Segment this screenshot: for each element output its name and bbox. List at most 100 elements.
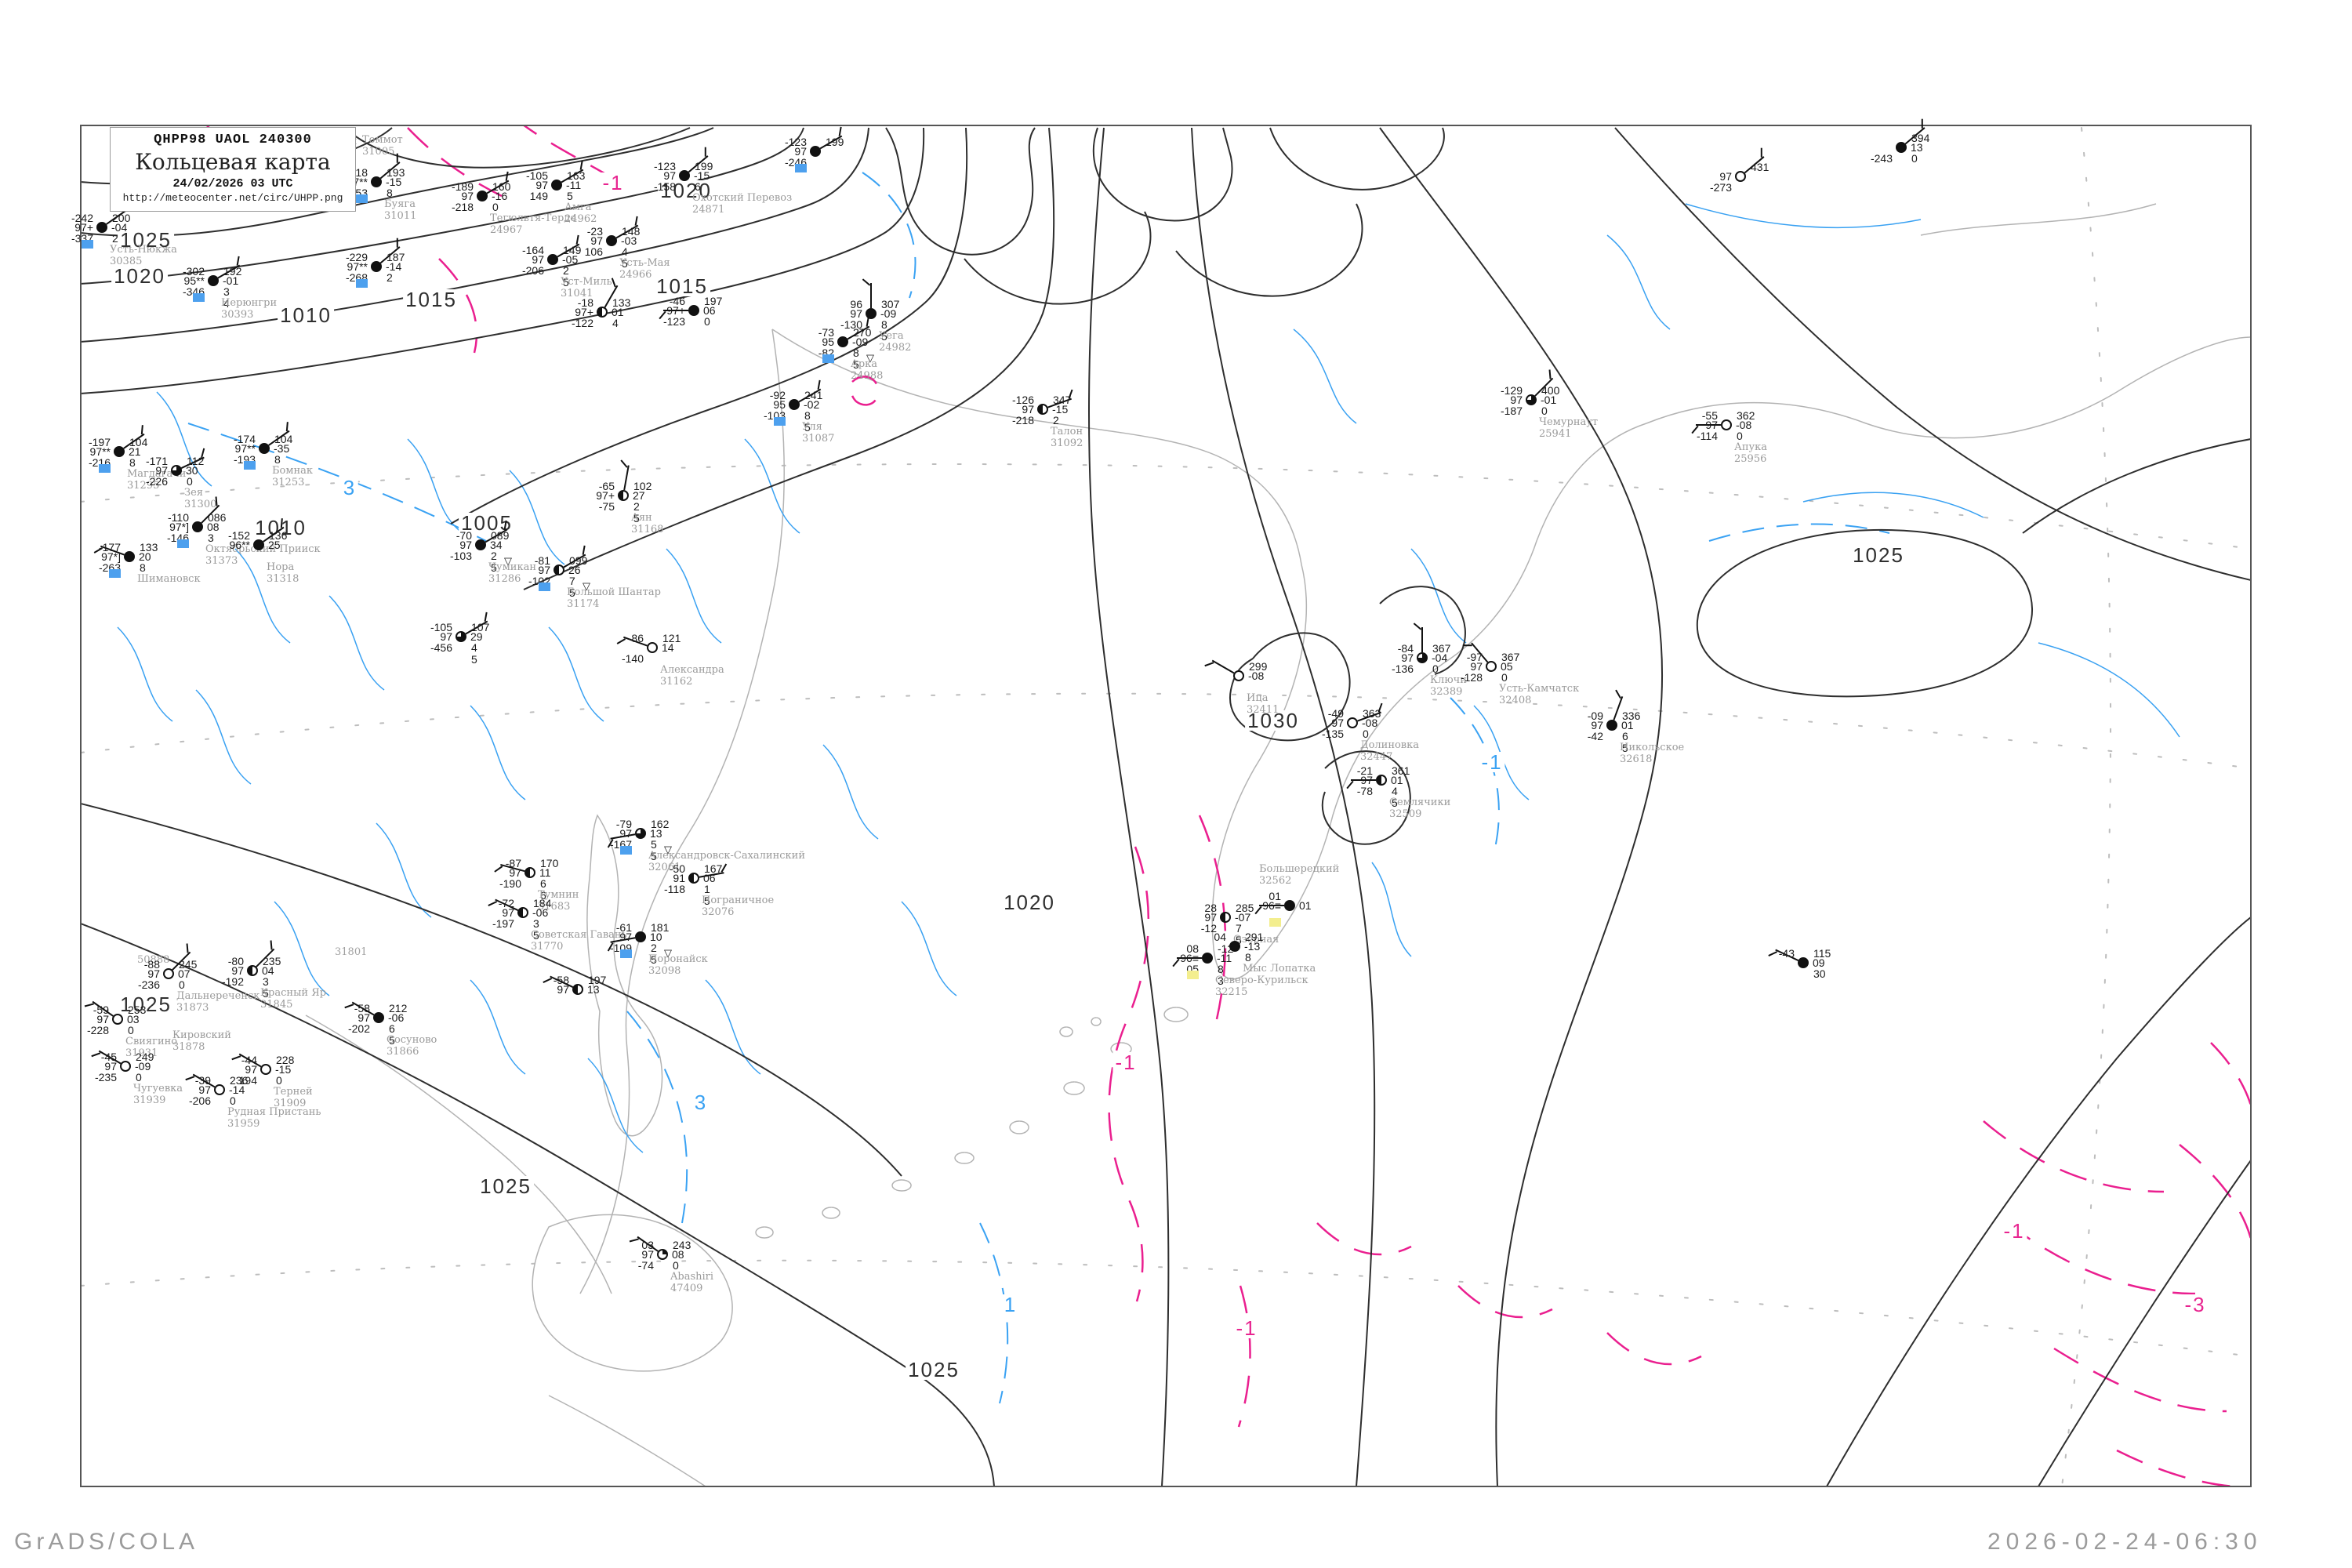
station-temperature: -70 <box>456 529 472 542</box>
station-code-1: 2 <box>563 264 569 277</box>
station-visibility-weather: 97 <box>850 307 862 320</box>
station-visibility-weather: 97 <box>440 630 452 643</box>
station-code-1: 0 <box>230 1094 236 1107</box>
station-pressure-tendency: 11 <box>539 866 551 879</box>
station-temperature: -81 <box>534 554 550 567</box>
station-temperature: 04 <box>1214 931 1226 943</box>
station-visibility-weather: 97 <box>590 234 603 247</box>
station-temperature: -123 <box>784 136 807 148</box>
station-temperature: -55 <box>1701 409 1718 422</box>
isobar-label: 1015 <box>654 276 710 296</box>
station-visibility-weather: 96≡ <box>1262 899 1281 912</box>
station-pressure: 197 <box>704 295 723 307</box>
station-code-1: 0 <box>179 978 185 991</box>
isotherm-label: -1 <box>1479 752 1505 772</box>
station-code-1: 0 <box>1432 662 1439 675</box>
station-code-2: 5 <box>804 421 811 434</box>
station-visibility-weather: 97+ <box>666 304 685 317</box>
station-name-id: Северо-Курильск 32215 <box>1215 975 1308 998</box>
station-temperature: -302 <box>182 265 205 278</box>
station-pressure-tendency: -02 <box>804 398 820 411</box>
station-pressure-tendency: 34 <box>490 539 503 551</box>
cloud-cover-icon <box>1229 941 1240 952</box>
station-pressure-tendency: 25 <box>268 539 281 551</box>
station-code-1: 8 <box>804 409 811 422</box>
station-name-id: Бомнак 31253 <box>272 465 314 488</box>
station-pressure: 249 <box>136 1051 154 1063</box>
station-pressure-tendency: 08 <box>672 1248 684 1261</box>
station-pressure: 363 <box>1363 707 1381 720</box>
station-dewpoint: -114 <box>1697 430 1718 442</box>
station-dewpoint: -226 <box>145 475 168 488</box>
station-pressure: 243 <box>673 1239 691 1251</box>
snow-cover-marker <box>244 461 256 470</box>
station-pressure: 192 <box>223 265 242 278</box>
station-temperature: -129 <box>1500 384 1523 397</box>
station-temperature: -87 <box>505 857 521 869</box>
station-visibility-weather: 97 <box>1022 403 1034 416</box>
station-dewpoint: -243 <box>1870 152 1893 165</box>
station-pressure-tendency: -09 <box>852 336 869 348</box>
station-pressure-tendency: -08 <box>1248 670 1265 682</box>
station-name-id: Усть-Нюкжа 30385 <box>110 244 177 267</box>
station-dewpoint: -130 <box>840 318 862 331</box>
station-dewpoint: -218 <box>451 201 474 213</box>
shower-symbol-icon: ▽ <box>866 352 874 364</box>
station-dewpoint: -218 <box>1011 414 1034 426</box>
station-pressure: 245 <box>179 958 198 971</box>
station-code-1: 8 <box>1218 963 1224 975</box>
station-pressure: 212 <box>389 1002 408 1014</box>
graticule-lines <box>82 127 2250 1486</box>
station-dewpoint: -136 <box>1391 662 1414 675</box>
station-temperature: -45 <box>100 1051 117 1063</box>
station-code-2: 5 <box>633 512 640 524</box>
snow-cover-marker <box>1269 918 1281 927</box>
station-pressure-tendency: 30 <box>186 464 198 477</box>
station-visibility-weather: 97 <box>198 1083 211 1096</box>
cloud-cover-icon <box>475 539 486 550</box>
snow-cover-marker <box>620 846 632 855</box>
station-code-1: 6 <box>389 1022 395 1035</box>
cloud-cover-icon <box>1202 953 1213 964</box>
station-name-id: Талон 31092 <box>1051 426 1083 449</box>
isotherm-label: 3 <box>340 477 359 498</box>
station-code-1: 8 <box>274 453 281 466</box>
station-code-2: 5 <box>491 561 497 574</box>
station-pressure-tendency: -15 <box>694 169 710 182</box>
station-pressure: 104 <box>274 433 293 445</box>
station-pressure-tendency: 03 <box>127 1013 140 1025</box>
station-pressure-tendency: 14 <box>662 641 674 654</box>
station-code-1: 0 <box>492 201 499 213</box>
station-dewpoint: -122 <box>571 317 593 329</box>
station-visibility-weather: 97 <box>96 1013 109 1025</box>
station-pressure: 104 <box>129 436 148 448</box>
station-temperature: 96 <box>850 298 862 310</box>
cloud-cover-icon <box>208 275 219 286</box>
station-temperature: -73 <box>818 326 834 339</box>
station-visibility-weather: 97 <box>1401 652 1414 664</box>
station-pressure-tendency: -03 <box>621 234 637 247</box>
station-pressure-tendency: -08 <box>1362 717 1378 729</box>
station-name-id: Красный Яр 31845 <box>260 987 327 1011</box>
station-visibility-weather: 97 <box>509 866 521 879</box>
station-temperature: -88 <box>143 958 160 971</box>
station-pressure: 228 <box>276 1054 295 1066</box>
station-name-id: Усть-Мая 24966 <box>619 257 670 281</box>
station-visibility-weather: 97*] <box>169 521 189 533</box>
station-pressure: 236 <box>230 1074 249 1087</box>
isotherm-label: 3 <box>691 1092 710 1112</box>
station-pressure: 089 <box>491 529 510 542</box>
station-visibility-weather: 97 <box>1470 660 1483 673</box>
station-temperature: -65 <box>598 480 615 492</box>
cloud-cover-icon <box>688 305 699 316</box>
station-name-id: Чемурнаут 25941 <box>1539 416 1599 440</box>
station-pressure: 133 <box>140 541 158 554</box>
station-dewpoint: -190 <box>499 877 521 890</box>
station-name-id: Зея 31300 <box>184 487 217 510</box>
station-name-id: Терней 31909 <box>274 1086 313 1109</box>
station-pressure-tendency: 06 <box>703 304 716 317</box>
station-temperature: -174 <box>233 433 256 445</box>
station-name-id: Уля 31087 <box>802 421 835 445</box>
station-visibility-weather: 97 <box>794 145 807 158</box>
station-visibility-weather: 97*] <box>101 550 121 563</box>
